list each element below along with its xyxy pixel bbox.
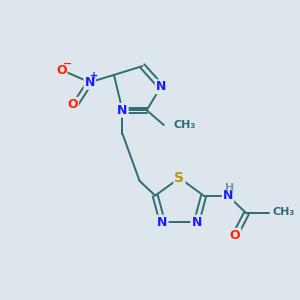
- Text: S: S: [175, 171, 184, 185]
- Text: N: N: [85, 76, 95, 89]
- Text: N: N: [191, 216, 202, 229]
- Text: +: +: [91, 71, 99, 81]
- Text: N: N: [156, 80, 166, 93]
- Text: CH₃: CH₃: [272, 207, 294, 217]
- Text: N: N: [223, 189, 233, 202]
- Text: CH₃: CH₃: [174, 120, 196, 130]
- Text: H: H: [225, 183, 234, 193]
- Text: N: N: [157, 216, 168, 229]
- Text: O: O: [230, 229, 240, 242]
- Text: −: −: [63, 59, 72, 69]
- Text: O: O: [67, 98, 78, 111]
- Text: O: O: [56, 64, 67, 77]
- Text: N: N: [117, 104, 128, 117]
